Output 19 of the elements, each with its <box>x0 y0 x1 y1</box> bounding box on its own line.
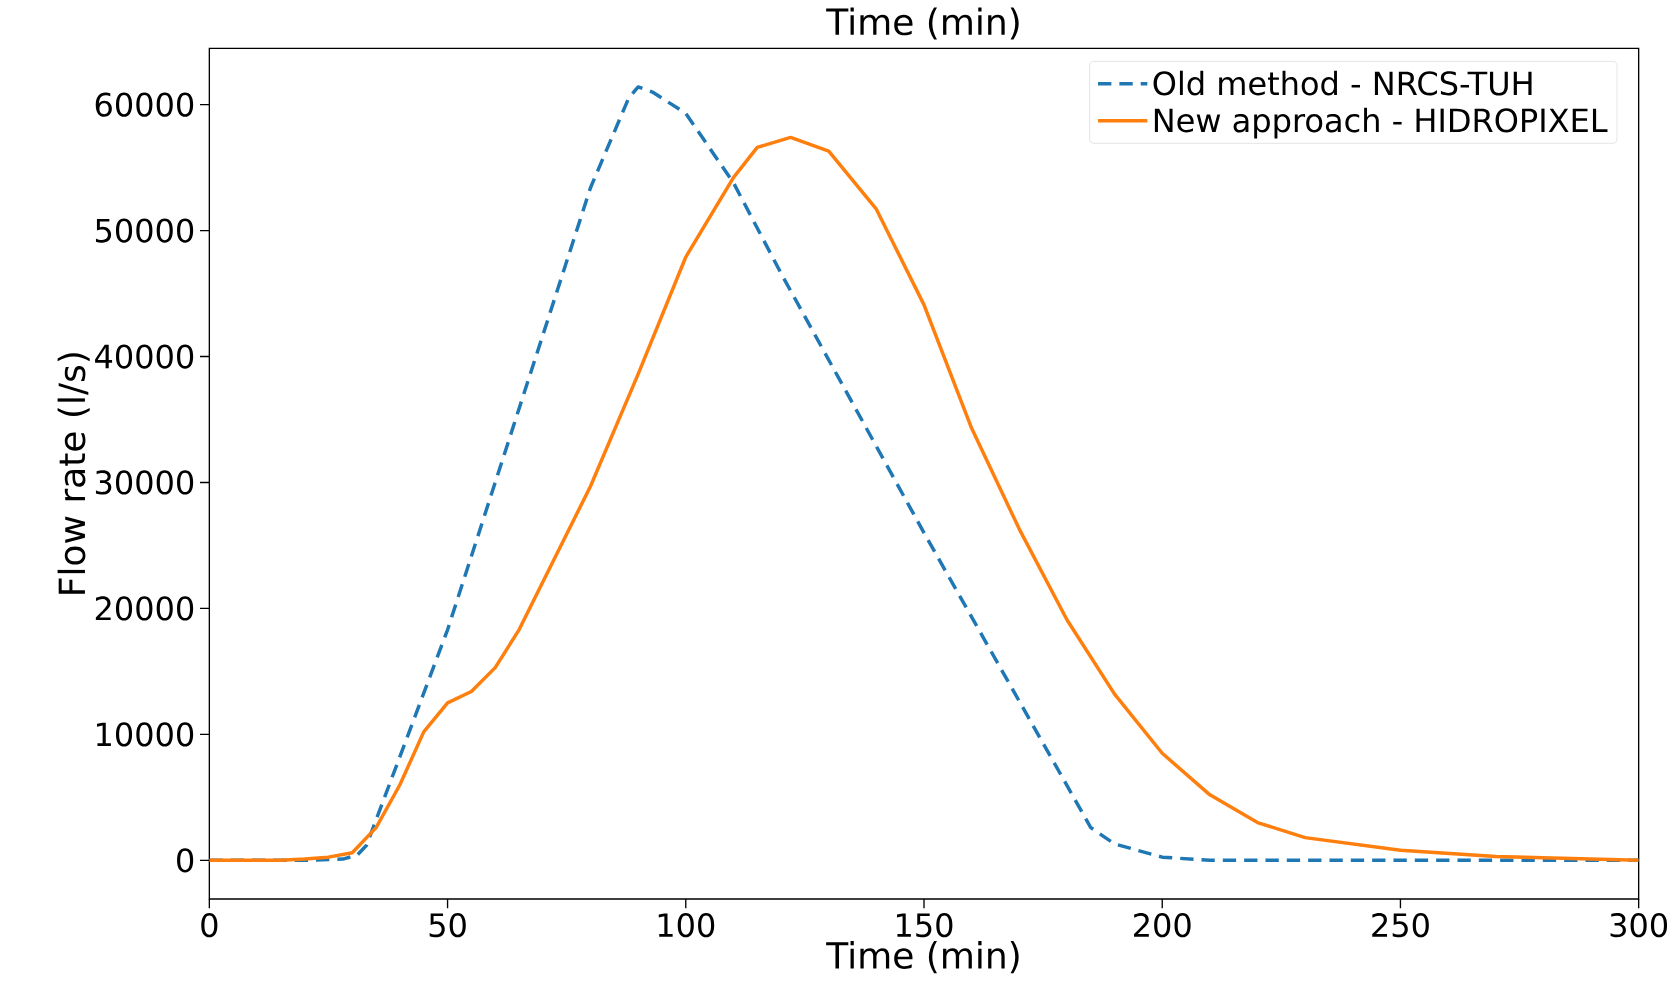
y-tick-label: 20000 <box>95 596 194 621</box>
x-axis-title: Time (min) <box>826 941 1019 974</box>
x-tick-label: 150 <box>896 913 953 938</box>
y-tick-label: 60000 <box>95 92 194 117</box>
x-tick-label: 100 <box>658 913 715 938</box>
x-tick-label: 0 <box>201 913 218 938</box>
x-tick-label: 300 <box>1610 913 1668 938</box>
text: Time (min) <box>826 7 1019 40</box>
y-tick-label: 30000 <box>95 470 194 495</box>
y-tick-label: 10000 <box>97 722 194 747</box>
x-tick-label: 50 <box>429 913 466 938</box>
legend-label: New approach - HIDROPIXEL <box>1154 107 1608 139</box>
legend-label: Old method - NRCS-TUH <box>1153 70 1532 96</box>
y-tick-label: 40000 <box>95 344 194 369</box>
y-tick-label: 50000 <box>95 218 194 243</box>
y-axis-title: Flow rate (l/s) <box>57 353 90 594</box>
x-tick-label: 200 <box>1134 913 1191 938</box>
y-tick-label: 0 <box>177 848 194 873</box>
x-tick-label: 250 <box>1372 913 1429 938</box>
